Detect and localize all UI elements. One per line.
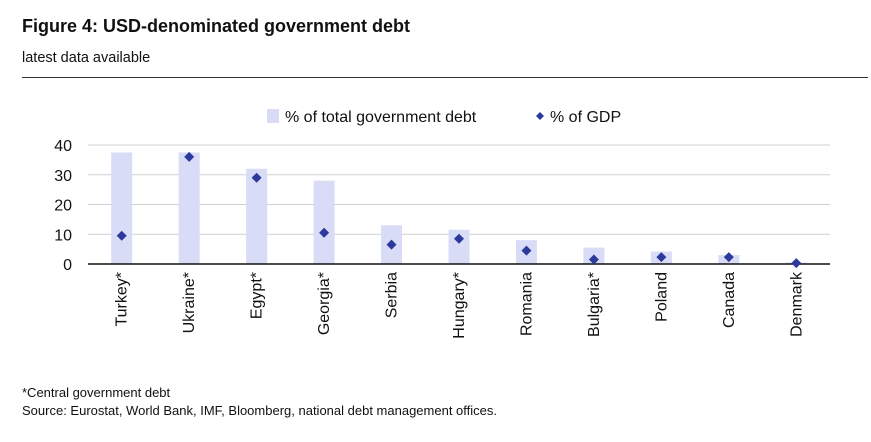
diamond-marker (588, 254, 599, 265)
footnote: *Central government debt Source: Eurosta… (22, 384, 497, 420)
diamond-marker (251, 172, 262, 183)
bar (313, 180, 335, 264)
bar (111, 152, 133, 264)
bar (246, 168, 268, 264)
y-axis-ticks: 0 10 20 30 40 (54, 138, 72, 274)
bar (178, 152, 200, 264)
x-tick-label: Hungary* (451, 272, 468, 339)
y-tick-label: 20 (54, 198, 72, 215)
x-tick-label: Romania (518, 272, 535, 336)
diamond-marker (454, 233, 464, 244)
diamond-marker (116, 230, 127, 241)
x-tick-label: Egypt* (249, 272, 266, 319)
legend-swatch-marker (536, 112, 544, 120)
marker-series (116, 151, 802, 269)
legend-label-bar: % of total government debt (285, 109, 477, 126)
x-tick-label: Georgia* (316, 272, 333, 335)
diamond-marker (723, 252, 734, 263)
x-tick-label: Poland (653, 272, 670, 322)
chart-subtitle: latest data available (22, 50, 151, 66)
legend-swatch-bar (267, 109, 279, 123)
y-tick-label: 0 (63, 257, 72, 274)
y-tick-label: 40 (54, 138, 72, 155)
x-tick-label: Canada (721, 272, 738, 328)
footnote-note: *Central government debt (22, 385, 171, 400)
title-divider (22, 77, 868, 78)
x-tick-label: Ukraine* (181, 272, 198, 333)
diamond-marker (656, 252, 667, 263)
x-axis-labels: Turkey* Ukraine* Egypt* Georgia* Serbia Hunga… (114, 271, 806, 339)
y-tick-label: 10 (54, 227, 72, 244)
bar (448, 229, 470, 264)
bar-series (88, 152, 830, 265)
legend-label-marker: % of GDP (550, 109, 621, 126)
y-tick-label: 30 (54, 168, 72, 185)
diamond-marker (521, 245, 532, 256)
x-tick-label: Turkey* (114, 272, 131, 327)
bar-chart: 0 10 20 30 40 Turkey* Ukraine* Egypt* Georgia* S… (54, 109, 830, 339)
footnote-source: Source: Eurostat, World Bank, IMF, Bloom… (22, 403, 497, 418)
diamond-marker (184, 151, 195, 162)
chart-title: Figure 4: USD-denominated government deb… (22, 16, 411, 36)
diamond-marker (386, 239, 397, 250)
x-tick-label: Serbia (384, 272, 401, 318)
diamond-marker (319, 227, 330, 238)
legend: % of total government debt % of GDP (267, 109, 621, 126)
x-tick-label: Denmark (788, 271, 805, 337)
x-tick-label: Bulgaria* (586, 272, 603, 337)
diamond-marker (791, 258, 802, 269)
